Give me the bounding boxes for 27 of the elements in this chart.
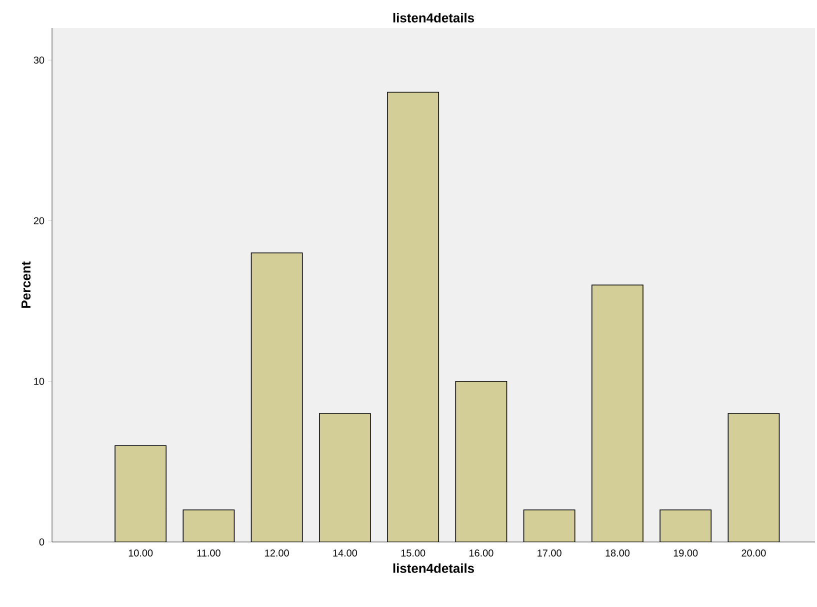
y-axis-title: Percent xyxy=(22,261,31,308)
x-tick-label: 20.00 xyxy=(742,549,766,557)
y-tick-label: 30 xyxy=(34,56,44,64)
y-tick-label: 0 xyxy=(39,538,44,546)
y-tick-label: 10 xyxy=(34,378,44,385)
x-tick-label: 14.00 xyxy=(333,549,358,557)
chart-title: listen4details xyxy=(393,12,474,22)
bar xyxy=(387,92,440,542)
bar xyxy=(523,509,576,542)
bar xyxy=(319,413,371,542)
bar xyxy=(455,380,508,542)
x-tick-label: 10.00 xyxy=(128,549,153,557)
bar xyxy=(660,509,712,542)
x-tick-label: 17.00 xyxy=(538,549,562,557)
bar xyxy=(250,252,303,542)
x-tick-label: 18.00 xyxy=(606,549,630,557)
x-tick-label: 19.00 xyxy=(674,549,698,557)
bar xyxy=(728,413,780,542)
x-tick-label: 11.00 xyxy=(197,549,220,557)
x-tick-label: 15.00 xyxy=(401,549,426,557)
x-tick-label: 16.00 xyxy=(470,549,494,557)
bar xyxy=(182,509,235,542)
bar xyxy=(592,284,644,542)
x-tick-label: 12.00 xyxy=(265,549,289,557)
x-axis-title: listen4details xyxy=(393,563,474,573)
bar xyxy=(114,445,167,542)
y-tick-label: 20 xyxy=(34,217,44,224)
